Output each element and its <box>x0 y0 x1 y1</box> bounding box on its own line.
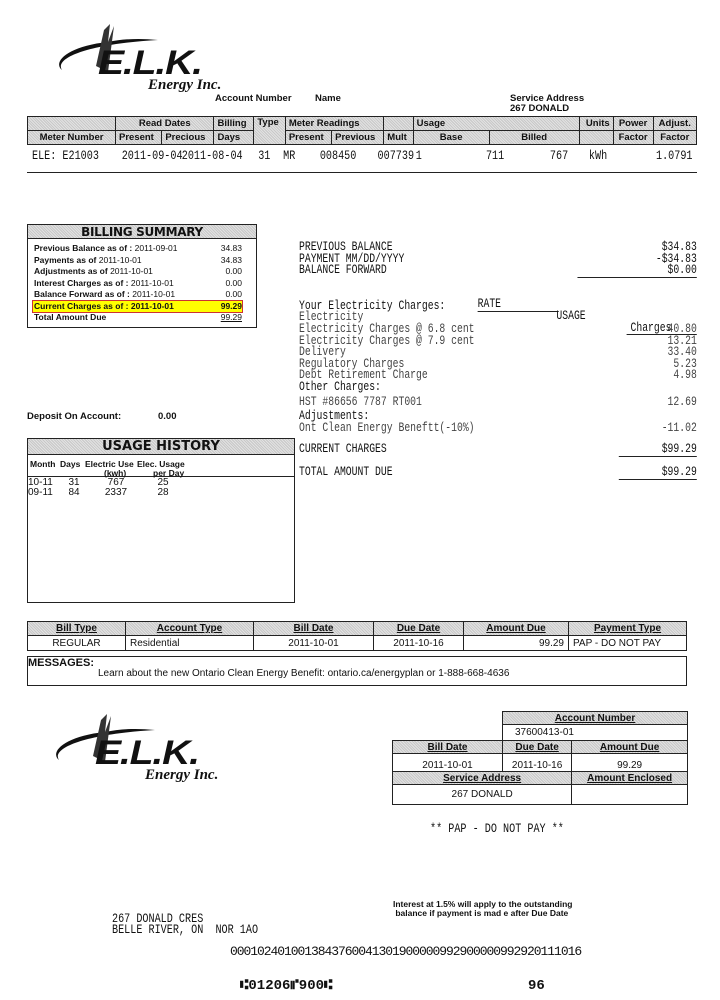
usage-history: USAGE HISTORY Month Days Electric Use (k… <box>27 438 295 603</box>
logo-swoosh-icon <box>59 24 159 72</box>
meter-table: Read Dates Billing Type Meter Readings U… <box>27 116 698 145</box>
scanline: 0001024010013843760041301900000992900000… <box>230 944 582 959</box>
elk-logo-stub: E.L.K. Energy Inc. <box>45 712 235 787</box>
charges-column-headers: RATE USAGE Charges <box>299 288 697 336</box>
page-code: 96 <box>528 978 545 994</box>
hst-line: HST #86656 7787 RT001 12.69 <box>299 394 697 409</box>
account-number-label: Account Number <box>215 93 292 104</box>
deposit-label: Deposit On Account: <box>27 411 122 422</box>
billing-summary-row: Adjustments as of 2011-10-01 0.00 <box>34 266 242 276</box>
name-label: Name <box>315 93 341 104</box>
billing-summary-row: Payments as of 2011-10-01 34.83 <box>34 254 242 265</box>
usage-history-row: 09-11 84 2337 28 <box>28 487 169 498</box>
total-amount-due-line: TOTAL AMOUNT DUE $99.29 <box>299 464 697 480</box>
previous-balance-line: PREVIOUS BALANCE $34.83 <box>299 240 697 254</box>
billing-summary-title: BILLING SUMMARY <box>28 225 256 239</box>
billing-summary-row: Current Charges as of : 2011-10-01 99.29 <box>32 299 243 313</box>
billing-summary-row: Total Amount Due 99.29 <box>34 312 242 322</box>
payment-stub: Account Number 37600413-01 Bill Date Due … <box>391 711 688 805</box>
balance-forward-line: BALANCE FORWARD $0.00 <box>299 263 697 278</box>
billing-summary-row: Balance Forward as of : 2011-10-01 0.00 <box>34 289 242 299</box>
mailing-address: 267 DONALD CRES BELLE RIVER, ON NOR 1AO <box>112 911 259 937</box>
adjustment-line: Ont Clean Energy Beneftt(-10%) -11.02 <box>299 420 697 435</box>
usage-history-headers: Month Days Electric Use (kwh) Elec. Usag… <box>28 455 294 478</box>
charges-detail: PREVIOUS BALANCE $34.83 PAYMENT MM/DD/YYY… <box>299 240 697 480</box>
bill-summary-table: Bill Type Account Type Bill Date Due Date Am… <box>27 621 687 651</box>
charge-line: Delivery 33.40 <box>299 345 697 360</box>
charge-line: Electricity <box>299 310 364 325</box>
deposit-value: 0.00 <box>158 411 177 422</box>
amount-enclosed-field[interactable] <box>571 784 688 805</box>
payment-line: PAYMENT MM/DD/YYYY -$34.83 <box>299 251 697 266</box>
meter-data-row: ELE: E21003 2011-09-04 2011-08-04 31 MR … <box>32 148 693 163</box>
current-charges-line: CURRENT CHARGES $99.29 <box>299 442 697 457</box>
billing-summary: BILLING SUMMARY Previous Balance as of :… <box>27 224 257 328</box>
messages-box: MESSAGES: Learn about the new Ontario Cl… <box>27 656 687 686</box>
charge-line: Electricity Charges @ 7.9 cent 13.21 <box>299 333 697 348</box>
logo-swoosh-icon <box>56 714 156 762</box>
charge-line: Regulatory Charges 5.23 <box>299 356 697 371</box>
usage-history-title: USAGE HISTORY <box>28 439 294 455</box>
charge-line: Debt Retirement Charge 4.98 <box>299 368 697 383</box>
service-address: 267 DONALD <box>510 103 570 114</box>
interest-notice: Interest at 1.5% will apply to the outst… <box>393 899 573 918</box>
divider <box>27 172 697 173</box>
service-address-label: Service Address <box>510 93 585 104</box>
charge-line: Electricity Charges @ 6.8 cent 40.80 <box>299 321 697 336</box>
micr-line: ⑆01206⑈900⑆ <box>240 978 333 994</box>
elk-logo: E.L.K. Energy Inc. <box>48 22 238 97</box>
billing-summary-row: Interest Charges as of : 2011-10-01 0.00 <box>34 277 242 288</box>
usage-history-row: 10-11 31 767 25 <box>28 477 169 488</box>
pap-notice: ** PAP - DO NOT PAY ** <box>430 821 564 836</box>
billing-summary-row: Previous Balance as of : 2011-09-01 34.83 <box>34 243 242 253</box>
